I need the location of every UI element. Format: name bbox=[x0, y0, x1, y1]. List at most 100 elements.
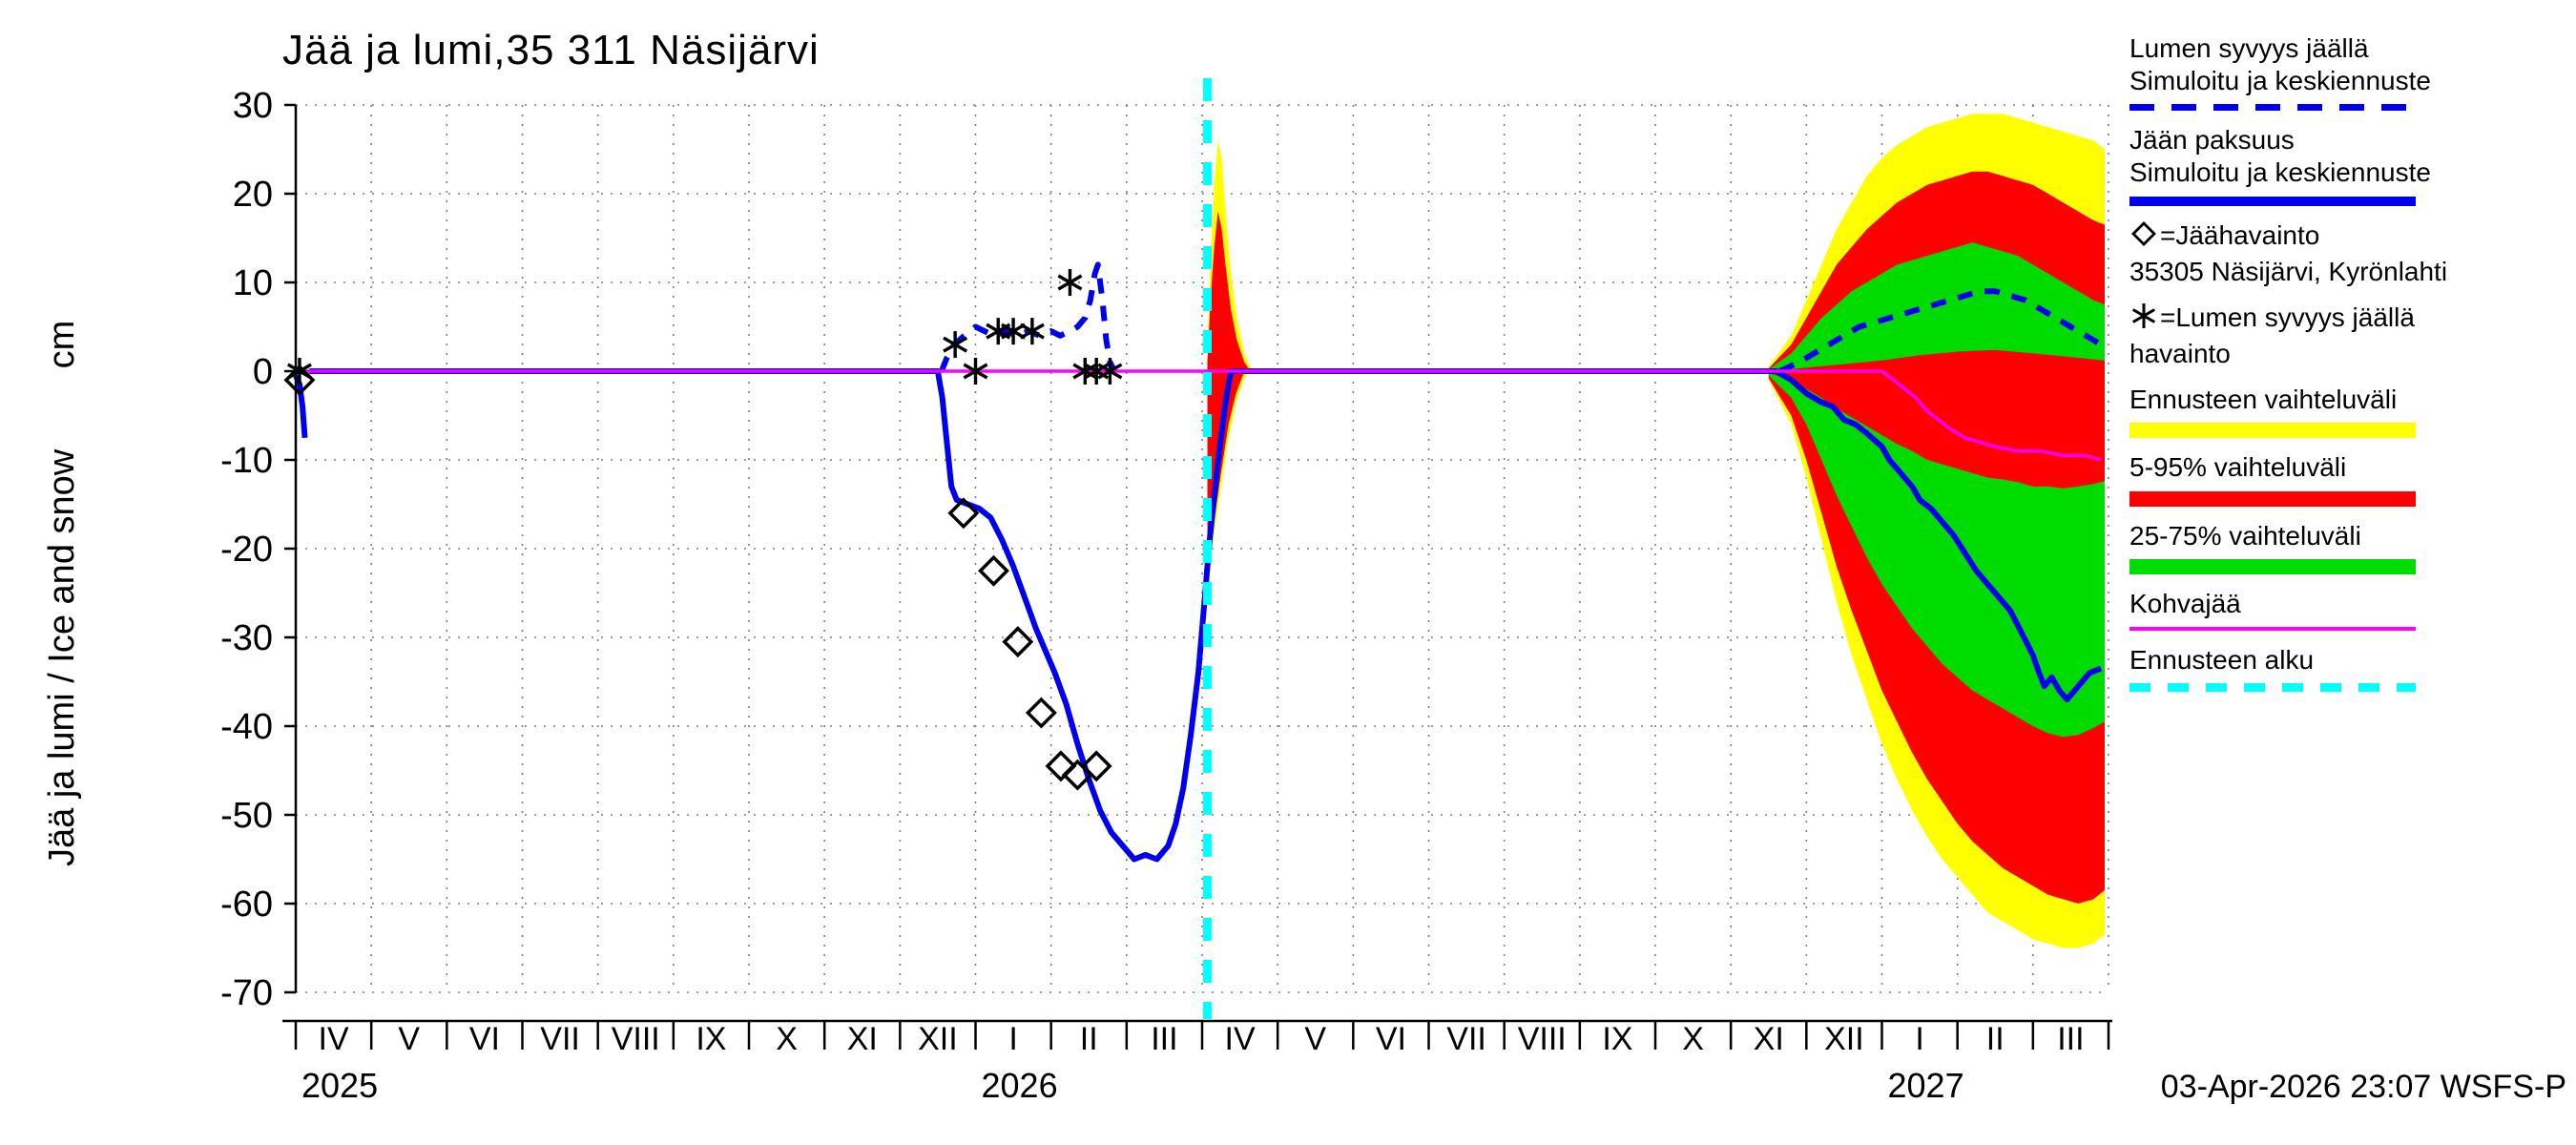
y-axis-label: Jää ja lumi / Ice and snow cm bbox=[42, 320, 82, 866]
svg-text:I: I bbox=[1008, 1021, 1017, 1057]
simulated-lines bbox=[293, 261, 2103, 863]
svg-text:XII: XII bbox=[1824, 1021, 1864, 1057]
legend-label: =Lumen syvyys jäällä havainto bbox=[2129, 302, 2415, 369]
legend-swatch-red-bar bbox=[2129, 490, 2416, 507]
svg-text:XII: XII bbox=[918, 1021, 958, 1057]
asterisk-observation-icon bbox=[2129, 302, 2158, 338]
svg-text:VIII: VIII bbox=[1518, 1021, 1567, 1057]
ice-observation-marker bbox=[1025, 697, 1057, 729]
svg-text:-20: -20 bbox=[220, 530, 273, 570]
forecast-bands bbox=[1207, 114, 2105, 948]
snow-observation-marker bbox=[1097, 358, 1123, 385]
chart-title: Jää ja lumi,35 311 Näsijärvi bbox=[282, 27, 820, 73]
svg-text:XI: XI bbox=[1754, 1021, 1784, 1057]
svg-text:-40: -40 bbox=[220, 707, 273, 747]
svg-text:V: V bbox=[1304, 1021, 1326, 1057]
legend-label: 5-95% vaihteluväli bbox=[2129, 452, 2347, 483]
legend-label: =Jäähavainto bbox=[2160, 219, 2320, 250]
x-axis: IV V VI VII VIII IX X XI XII I II III IV V VI VII VIII IX… bbox=[282, 1019, 2112, 1105]
svg-text:III: III bbox=[1151, 1021, 1177, 1057]
legend-swatch-blue-solid bbox=[2129, 196, 2416, 206]
ice-observations bbox=[283, 364, 1112, 791]
legend-label: 25-75% vaihteluväli bbox=[2129, 520, 2361, 551]
svg-text:IX: IX bbox=[1602, 1021, 1632, 1057]
snow-observations bbox=[286, 269, 1123, 385]
snow-observation-marker bbox=[943, 331, 968, 359]
svg-text:X: X bbox=[776, 1021, 798, 1057]
ice-observation-marker bbox=[947, 497, 980, 530]
kohvajaa-line bbox=[296, 369, 2102, 462]
y-axis: 30 20 10 0 -10 -20 -30 -40 -50 -60 -70 bbox=[220, 86, 298, 1013]
svg-text:IV: IV bbox=[319, 1021, 349, 1057]
legend-sublabel: Simuloitu ja keskiennuste bbox=[2129, 157, 2431, 188]
legend-item: Ennusteen alku bbox=[2129, 644, 2465, 693]
ice-thickness-line bbox=[309, 368, 2103, 863]
legend-item: Lumen syvyys jäällä Simuloitu ja keskienn… bbox=[2129, 32, 2465, 112]
timestamp: 03-Apr-2026 23:07 WSFS-P bbox=[2160, 1069, 2566, 1105]
legend-label: Kohvajää bbox=[2129, 588, 2241, 618]
band-w2_ice_25_75 bbox=[1768, 372, 2105, 738]
snow-observation-marker bbox=[1019, 318, 1045, 345]
ice-observation-marker bbox=[1045, 750, 1077, 782]
snow-observation-marker bbox=[963, 358, 988, 385]
svg-text:VI: VI bbox=[469, 1021, 500, 1057]
svg-text:-50: -50 bbox=[220, 796, 273, 836]
legend-item: 25-75% vaihteluväli bbox=[2129, 520, 2465, 574]
legend-label: Lumen syvyys jäällä bbox=[2129, 33, 2369, 63]
legend-item: Kohvajää bbox=[2129, 588, 2465, 631]
legend-item: =Lumen syvyys jäällä havainto bbox=[2129, 302, 2465, 370]
legend-swatch-blue-dashed bbox=[2129, 104, 2416, 112]
year-label: 2027 bbox=[1888, 1066, 1964, 1105]
svg-text:-30: -30 bbox=[220, 618, 273, 658]
svg-text:IV: IV bbox=[1225, 1021, 1256, 1057]
svg-text:10: 10 bbox=[233, 263, 273, 303]
legend-swatch-cyan-dashed bbox=[2129, 683, 2416, 693]
snow-observation-marker bbox=[286, 358, 312, 385]
svg-text:X: X bbox=[1682, 1021, 1704, 1057]
legend-item: 5-95% vaihteluväli bbox=[2129, 451, 2465, 507]
snow-observation-marker bbox=[1057, 269, 1083, 296]
snow-depth-line bbox=[939, 261, 1117, 373]
diamond-observation-icon bbox=[2129, 219, 2158, 256]
year-label: 2025 bbox=[301, 1066, 378, 1105]
legend-label: Jään paksuus bbox=[2129, 125, 2295, 156]
legend-swatch-green-bar bbox=[2129, 558, 2416, 574]
band-melt_snow_5_95 bbox=[1207, 211, 1251, 371]
svg-text:30: 30 bbox=[233, 86, 273, 126]
legend: Lumen syvyys jäällä Simuloitu ja keskienn… bbox=[2129, 32, 2465, 705]
legend-label: Ennusteen alku bbox=[2129, 644, 2315, 675]
legend-sublabel: Simuloitu ja keskiennuste bbox=[2129, 66, 2431, 96]
snow-observation-marker bbox=[1072, 358, 1098, 385]
band-melt_ice_5_95 bbox=[1207, 371, 1245, 567]
svg-text:I: I bbox=[1915, 1021, 1923, 1057]
legend-swatch-yellow-bar bbox=[2129, 423, 2416, 439]
svg-text:IX: IX bbox=[696, 1021, 726, 1057]
svg-text:VIII: VIII bbox=[612, 1021, 660, 1057]
svg-text:0: 0 bbox=[253, 352, 273, 392]
legend-swatch-magenta-line bbox=[2129, 626, 2416, 631]
legend-sublabel: 35305 Näsijärvi, Kyrönlahti bbox=[2129, 256, 2448, 286]
ice-thickness-line bbox=[293, 374, 308, 439]
ice-observation-marker bbox=[978, 554, 1009, 587]
ice-observation-marker bbox=[1002, 626, 1034, 658]
svg-text:VII: VII bbox=[540, 1021, 580, 1057]
svg-text:VI: VI bbox=[1376, 1021, 1406, 1057]
svg-text:VII: VII bbox=[1446, 1021, 1486, 1057]
svg-text:III: III bbox=[2057, 1021, 2084, 1057]
svg-text:II: II bbox=[1986, 1021, 2005, 1057]
legend-item: =Jäähavainto 35305 Näsijärvi, Kyrönlahti bbox=[2129, 219, 2465, 288]
svg-text:XI: XI bbox=[847, 1021, 878, 1057]
snow-depth-line bbox=[1778, 288, 2103, 374]
svg-text:V: V bbox=[398, 1021, 420, 1057]
svg-text:II: II bbox=[1080, 1021, 1098, 1057]
svg-text:20: 20 bbox=[233, 175, 273, 215]
svg-text:-70: -70 bbox=[220, 973, 273, 1013]
legend-item: Ennusteen vaihteluväli bbox=[2129, 384, 2465, 439]
snow-observation-marker bbox=[1001, 318, 1027, 345]
svg-text:-60: -60 bbox=[220, 885, 273, 925]
legend-item: Jään paksuus Simuloitu ja keskiennuste bbox=[2129, 124, 2465, 206]
svg-text:-10: -10 bbox=[220, 441, 273, 481]
year-label: 2026 bbox=[982, 1066, 1058, 1105]
